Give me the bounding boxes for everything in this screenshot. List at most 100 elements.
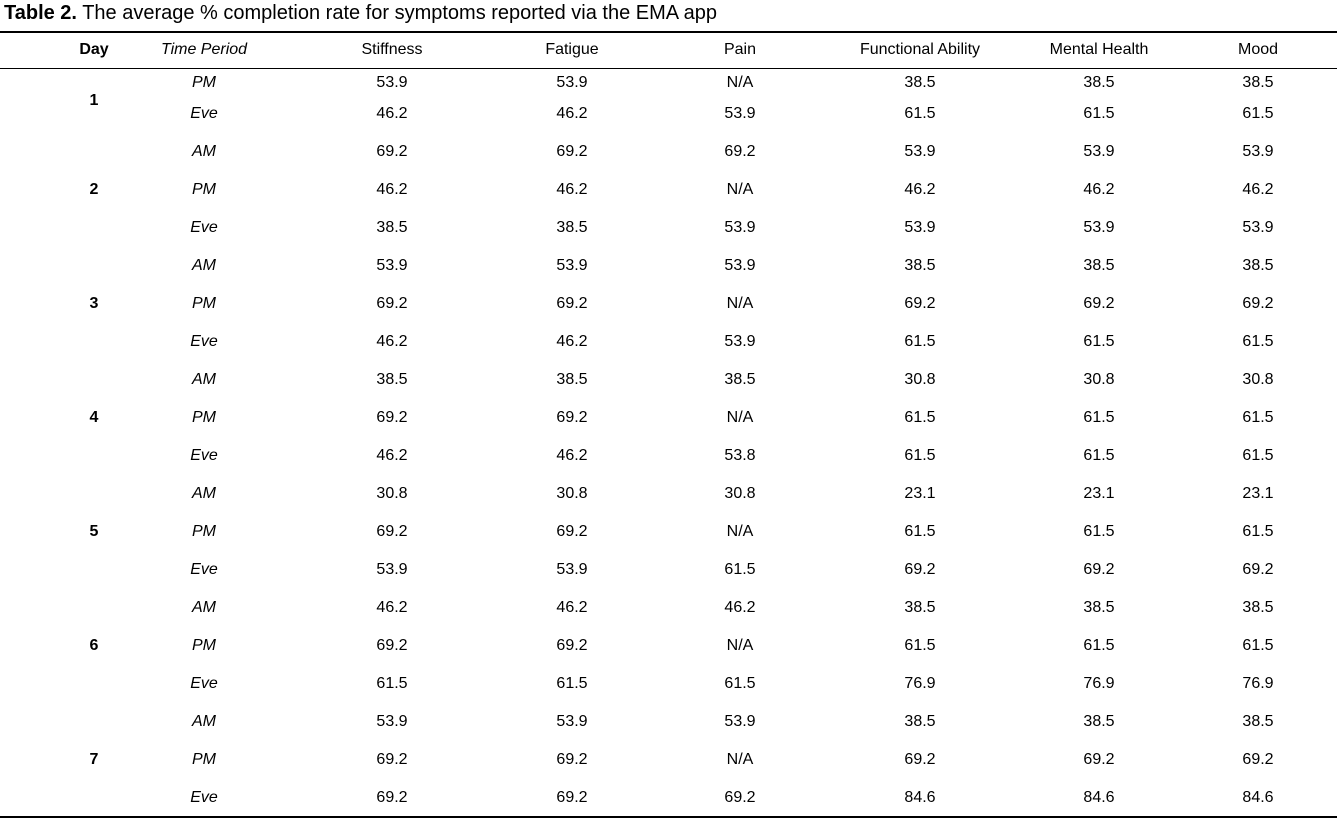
stiffness-cell: 69.2 (376, 637, 408, 654)
pain-cell: 38.5 (724, 371, 756, 388)
pain-cell: 53.9 (724, 713, 756, 730)
mental-health-cell: 69.2 (1083, 751, 1115, 768)
functional-ability-cell: 23.1 (904, 485, 936, 502)
time-period-cell: PM (192, 409, 216, 426)
pain-cell: 53.9 (724, 219, 756, 236)
fatigue-cell: 69.2 (556, 637, 588, 654)
time-period-cell: Eve (190, 447, 218, 464)
mental-health-cell: 30.8 (1083, 371, 1115, 388)
pain-cell: 61.5 (724, 675, 756, 692)
pain-cell: N/A (726, 751, 754, 768)
day-label-4: 4 (89, 409, 99, 426)
time-period-cell: PM (192, 74, 216, 91)
pain-cell: 53.9 (724, 333, 756, 350)
mental-health-cell: 84.6 (1083, 789, 1115, 806)
stiffness-cell: 46.2 (376, 599, 408, 616)
fatigue-cell: 53.9 (556, 74, 588, 91)
stiffness-cell: 46.2 (376, 181, 408, 198)
mood-cell: 61.5 (1242, 447, 1274, 464)
mental-health-cell: 46.2 (1083, 181, 1115, 198)
functional-ability-cell: 61.5 (904, 637, 936, 654)
header-time-period: Time Period (160, 41, 248, 58)
functional-ability-cell: 38.5 (904, 599, 936, 616)
stiffness-cell: 38.5 (376, 371, 408, 388)
time-period-cell: Eve (190, 561, 218, 578)
mental-health-cell: 76.9 (1083, 675, 1115, 692)
fatigue-cell: 46.2 (556, 599, 588, 616)
stiffness-cell: 53.9 (376, 561, 408, 578)
pain-cell: 69.2 (724, 143, 756, 160)
fatigue-cell: 53.9 (556, 561, 588, 578)
day-label-1: 1 (89, 92, 99, 109)
day-label-7: 7 (89, 751, 99, 768)
functional-ability-cell: 69.2 (904, 561, 936, 578)
time-period-cell: AM (192, 485, 216, 502)
mood-cell: 69.2 (1242, 561, 1274, 578)
time-period-cell: AM (192, 599, 216, 616)
day-label-5: 5 (89, 523, 99, 540)
fatigue-cell: 69.2 (556, 523, 588, 540)
day-label-6: 6 (89, 637, 99, 654)
mood-cell: 38.5 (1242, 74, 1274, 91)
mood-cell: 46.2 (1242, 181, 1274, 198)
fatigue-cell: 69.2 (556, 143, 588, 160)
mental-health-cell: 69.2 (1083, 295, 1115, 312)
mood-cell: 53.9 (1242, 219, 1274, 236)
pain-cell: N/A (726, 523, 754, 540)
pain-cell: N/A (726, 74, 754, 91)
table-caption-label: Table 2. (4, 2, 77, 24)
functional-ability-cell: 38.5 (904, 257, 936, 274)
stiffness-cell: 46.2 (376, 447, 408, 464)
functional-ability-cell: 46.2 (904, 181, 936, 198)
mental-health-cell: 53.9 (1083, 143, 1115, 160)
pain-cell: N/A (726, 181, 754, 198)
stiffness-cell: 46.2 (376, 333, 408, 350)
time-period-cell: Eve (190, 105, 218, 122)
fatigue-cell: 30.8 (556, 485, 588, 502)
mental-health-cell: 38.5 (1083, 74, 1115, 91)
mood-cell: 61.5 (1242, 105, 1274, 122)
header-stiffness: Stiffness (361, 41, 423, 58)
functional-ability-cell: 38.5 (904, 74, 936, 91)
stiffness-cell: 61.5 (376, 675, 408, 692)
fatigue-cell: 46.2 (556, 181, 588, 198)
mood-cell: 38.5 (1242, 257, 1274, 274)
pain-cell: N/A (726, 409, 754, 426)
day-label-3: 3 (89, 295, 99, 312)
mental-health-cell: 61.5 (1083, 105, 1115, 122)
mood-cell: 69.2 (1242, 751, 1274, 768)
stiffness-cell: 46.2 (376, 105, 408, 122)
stiffness-cell: 38.5 (376, 219, 408, 236)
pain-cell: 30.8 (724, 485, 756, 502)
time-period-cell: Eve (190, 789, 218, 806)
stiffness-cell: 30.8 (376, 485, 408, 502)
table-top-rule (0, 31, 1337, 33)
stiffness-cell: 69.2 (376, 143, 408, 160)
fatigue-cell: 69.2 (556, 789, 588, 806)
mental-health-cell: 38.5 (1083, 713, 1115, 730)
functional-ability-cell: 61.5 (904, 409, 936, 426)
fatigue-cell: 46.2 (556, 447, 588, 464)
time-period-cell: PM (192, 637, 216, 654)
stiffness-cell: 53.9 (376, 74, 408, 91)
mood-cell: 61.5 (1242, 637, 1274, 654)
pain-cell: 61.5 (724, 561, 756, 578)
time-period-cell: PM (192, 181, 216, 198)
pain-cell: 69.2 (724, 789, 756, 806)
mental-health-cell: 69.2 (1083, 561, 1115, 578)
header-functional-ability: Functional Ability (859, 41, 981, 58)
time-period-cell: PM (192, 751, 216, 768)
mood-cell: 38.5 (1242, 713, 1274, 730)
fatigue-cell: 46.2 (556, 105, 588, 122)
time-period-cell: Eve (190, 333, 218, 350)
mental-health-cell: 61.5 (1083, 523, 1115, 540)
mood-cell: 30.8 (1242, 371, 1274, 388)
stiffness-cell: 69.2 (376, 409, 408, 426)
stiffness-cell: 53.9 (376, 257, 408, 274)
mental-health-cell: 61.5 (1083, 409, 1115, 426)
stiffness-cell: 69.2 (376, 789, 408, 806)
pain-cell: 53.8 (724, 447, 756, 464)
time-period-cell: Eve (190, 675, 218, 692)
pain-cell: 53.9 (724, 105, 756, 122)
mood-cell: 76.9 (1242, 675, 1274, 692)
